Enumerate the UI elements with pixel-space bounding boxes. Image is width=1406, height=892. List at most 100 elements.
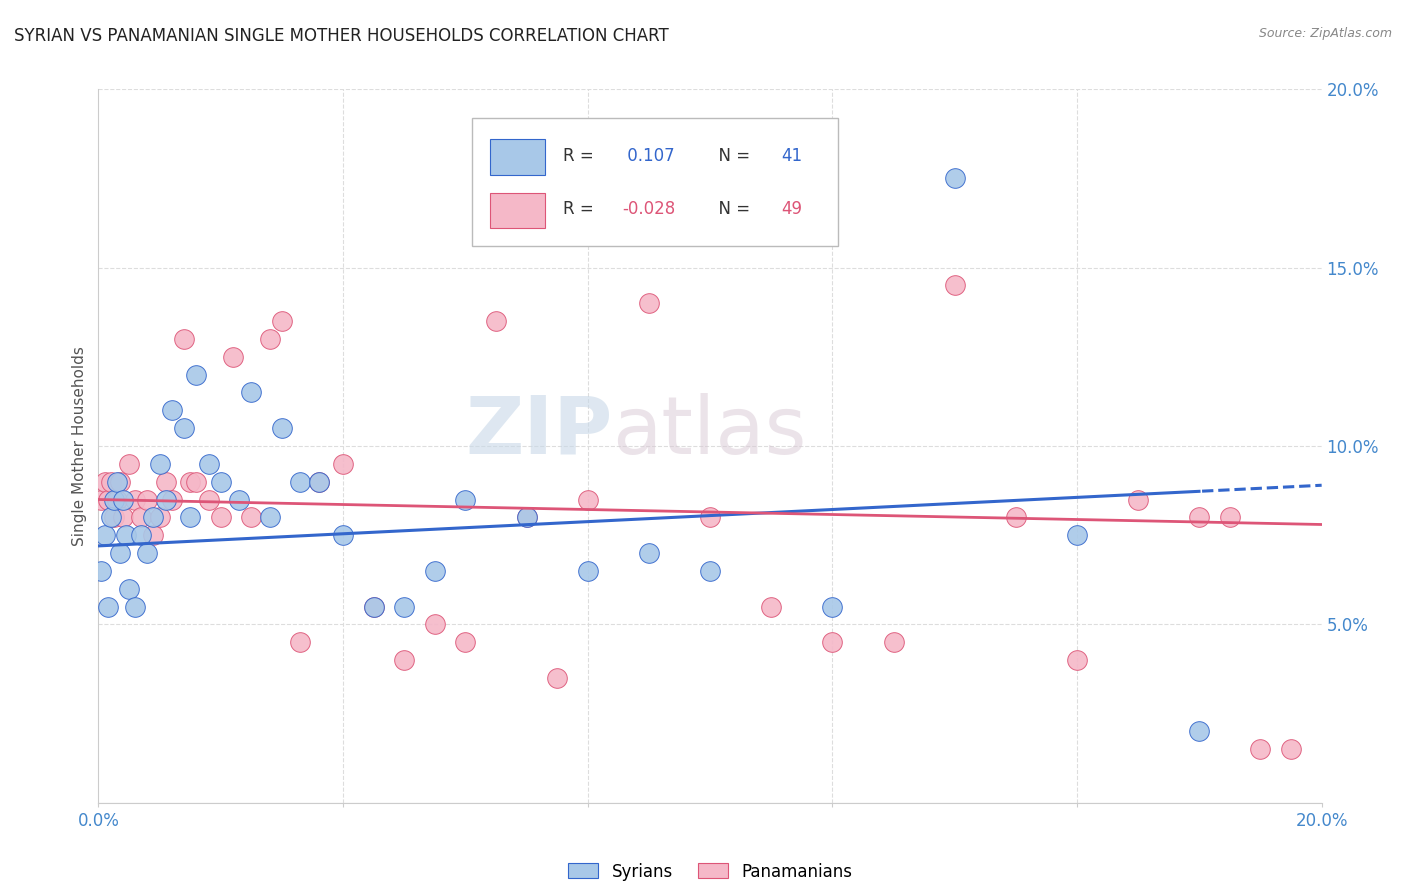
Text: N =: N = xyxy=(707,146,755,164)
Point xyxy=(638,296,661,310)
Point xyxy=(136,492,159,507)
Point xyxy=(142,510,165,524)
Point xyxy=(222,350,245,364)
Point xyxy=(124,599,146,614)
Point xyxy=(270,314,294,328)
Point xyxy=(1004,510,1026,524)
Point xyxy=(259,332,281,346)
FancyBboxPatch shape xyxy=(471,118,838,246)
Text: atlas: atlas xyxy=(612,392,807,471)
FancyBboxPatch shape xyxy=(489,139,546,175)
Text: 41: 41 xyxy=(780,146,801,164)
Point xyxy=(111,492,134,507)
Point xyxy=(259,510,281,524)
Point xyxy=(105,475,128,489)
Point xyxy=(108,546,131,560)
Point xyxy=(155,492,177,507)
Point xyxy=(270,421,294,435)
Point xyxy=(115,528,138,542)
Text: R =: R = xyxy=(564,200,599,218)
Point xyxy=(179,475,201,489)
Point xyxy=(90,564,112,578)
Point xyxy=(155,475,177,489)
Point xyxy=(149,510,172,524)
Point xyxy=(118,582,141,596)
Point xyxy=(173,421,195,435)
Point xyxy=(392,599,416,614)
Point xyxy=(160,492,183,507)
Point xyxy=(699,510,721,524)
Point xyxy=(332,457,354,471)
Point xyxy=(699,564,721,578)
Text: Source: ZipAtlas.com: Source: ZipAtlas.com xyxy=(1258,27,1392,40)
Point xyxy=(485,314,508,328)
Point xyxy=(100,475,122,489)
Point xyxy=(142,528,165,542)
Point xyxy=(363,599,385,614)
Text: R =: R = xyxy=(564,146,599,164)
Point xyxy=(93,475,115,489)
Point xyxy=(821,599,844,614)
Point xyxy=(1128,492,1150,507)
Point xyxy=(1279,742,1302,756)
Point xyxy=(105,492,128,507)
Point xyxy=(124,492,146,507)
Point xyxy=(454,492,477,507)
Point xyxy=(516,510,538,524)
Point xyxy=(761,599,783,614)
Point xyxy=(97,599,120,614)
Point xyxy=(332,528,354,542)
Point xyxy=(821,635,844,649)
Point xyxy=(883,635,905,649)
Text: 49: 49 xyxy=(780,200,801,218)
Point xyxy=(111,510,134,524)
Point xyxy=(363,599,385,614)
Point xyxy=(93,528,115,542)
Point xyxy=(546,671,568,685)
Text: ZIP: ZIP xyxy=(465,392,612,471)
Y-axis label: Single Mother Households: Single Mother Households xyxy=(72,346,87,546)
Text: 0.107: 0.107 xyxy=(621,146,675,164)
Point xyxy=(290,475,312,489)
Point xyxy=(209,475,232,489)
Point xyxy=(308,475,330,489)
Point xyxy=(108,475,131,489)
Point xyxy=(1188,724,1211,739)
Point xyxy=(129,510,152,524)
Point xyxy=(1219,510,1241,524)
Point xyxy=(638,546,661,560)
Point xyxy=(129,528,152,542)
Point xyxy=(209,510,232,524)
Point xyxy=(423,617,446,632)
Point xyxy=(197,492,219,507)
Point xyxy=(179,510,201,524)
Point xyxy=(943,171,966,186)
Point xyxy=(1250,742,1272,756)
Text: SYRIAN VS PANAMANIAN SINGLE MOTHER HOUSEHOLDS CORRELATION CHART: SYRIAN VS PANAMANIAN SINGLE MOTHER HOUSE… xyxy=(14,27,669,45)
Point xyxy=(103,492,125,507)
Point xyxy=(240,510,263,524)
Point xyxy=(516,510,538,524)
Point xyxy=(118,457,141,471)
Point xyxy=(943,278,966,293)
Point xyxy=(90,492,112,507)
Point xyxy=(240,385,263,400)
Point xyxy=(308,475,330,489)
Legend: Syrians, Panamanians: Syrians, Panamanians xyxy=(561,856,859,888)
Point xyxy=(228,492,250,507)
Text: N =: N = xyxy=(707,200,755,218)
Point xyxy=(1066,653,1088,667)
Point xyxy=(576,492,599,507)
Point xyxy=(1066,528,1088,542)
Point xyxy=(97,492,120,507)
Text: -0.028: -0.028 xyxy=(621,200,675,218)
Point xyxy=(100,510,122,524)
Point xyxy=(149,457,172,471)
FancyBboxPatch shape xyxy=(489,193,546,228)
Point xyxy=(290,635,312,649)
Point xyxy=(197,457,219,471)
Point xyxy=(186,475,208,489)
Point xyxy=(173,332,195,346)
Point xyxy=(454,635,477,649)
Point xyxy=(423,564,446,578)
